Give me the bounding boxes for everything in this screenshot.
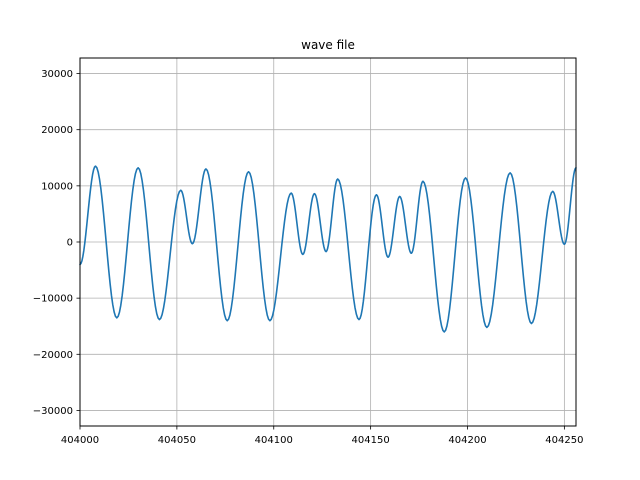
data-point (410, 252, 413, 255)
data-point (158, 318, 161, 321)
x-tick-label: 404150 (352, 435, 390, 446)
y-tick-label: 20000 (41, 125, 73, 136)
data-point (563, 243, 566, 246)
data-point (325, 250, 327, 253)
axes-frame (79, 57, 577, 427)
data-point (358, 318, 360, 321)
data-point (137, 167, 139, 169)
y-tick-label: −20000 (33, 350, 73, 361)
data-point (443, 331, 446, 333)
data-point (375, 194, 378, 196)
data-point (398, 195, 401, 198)
data-point (551, 190, 554, 193)
y-tick-label: 0 (67, 237, 73, 248)
data-point (269, 319, 271, 322)
data-point (247, 171, 250, 173)
data-point (191, 242, 194, 245)
data-point (94, 165, 97, 167)
data-point (205, 168, 207, 170)
data-point (302, 253, 304, 256)
x-tick-label: 404100 (255, 435, 293, 446)
plot-area (79, 165, 577, 333)
data-point (290, 192, 292, 194)
data-point (530, 322, 533, 325)
data-point (422, 180, 424, 183)
y-tick-label: −30000 (33, 406, 73, 417)
data-point (116, 317, 118, 319)
data-point (387, 256, 389, 258)
x-axis: 404000 404050 404100 404150 404200 404250 (61, 426, 583, 446)
data-point (313, 192, 316, 195)
x-tick-label: 404000 (61, 435, 99, 446)
series-line-0 (80, 165, 576, 333)
data-point (336, 178, 339, 180)
x-tick-label: 404250 (545, 435, 583, 446)
y-axis: −30000 −20000 −10000 0 10000 20000 30000 (33, 69, 80, 417)
data-point (509, 172, 511, 174)
x-tick-label: 404050 (158, 435, 196, 446)
chart-title: wave file (301, 38, 355, 52)
x-tick-label: 404200 (448, 435, 486, 446)
y-tick-label: 30000 (41, 69, 73, 80)
data-point (179, 189, 182, 192)
y-tick-label: 10000 (41, 181, 73, 192)
y-tick-label: −10000 (33, 294, 73, 305)
data-point (464, 177, 467, 179)
data-point (226, 319, 229, 322)
data-point (486, 326, 488, 329)
